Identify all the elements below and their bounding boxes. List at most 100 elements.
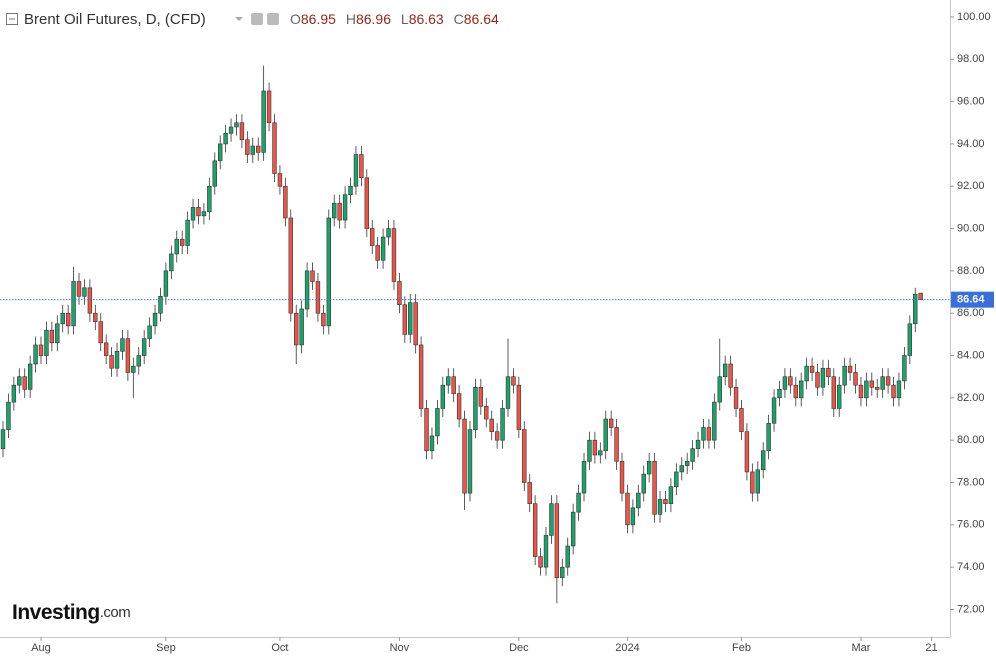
- candle-body: [695, 439, 701, 449]
- candle-body: [619, 461, 625, 494]
- candle-body: [809, 365, 815, 373]
- candle-body: [885, 376, 891, 386]
- close-value: 86.64: [464, 11, 499, 27]
- candle-body: [304, 270, 310, 310]
- chart-title: Brent Oil Futures, D, (CFD): [24, 11, 206, 28]
- x-tick-label: Oct: [271, 642, 288, 654]
- candle-body: [87, 287, 93, 314]
- candle-body: [141, 338, 147, 356]
- candle-body: [239, 122, 245, 140]
- candle-body: [820, 367, 826, 388]
- candle-body: [218, 143, 223, 162]
- candle-body: [342, 194, 348, 221]
- candle-body: [565, 545, 570, 568]
- candle-body: [429, 435, 435, 452]
- candle-body: [603, 418, 608, 452]
- candle-body: [315, 281, 321, 314]
- x-tick-label: Mar: [851, 642, 870, 654]
- candle-body: [478, 386, 484, 407]
- candle-body: [391, 228, 397, 282]
- candle-body: [402, 304, 408, 335]
- candle-body: [174, 238, 179, 255]
- candle-body: [918, 292, 923, 300]
- candle-body: [853, 372, 858, 386]
- candle-body: [299, 308, 304, 346]
- candle-body: [771, 397, 777, 424]
- candle-body: [348, 185, 353, 195]
- candle-body: [212, 160, 217, 187]
- candle-body: [386, 228, 391, 238]
- candle-body: [147, 325, 152, 339]
- candle-body: [722, 363, 728, 377]
- candle-body: [266, 90, 272, 124]
- y-tick-label: 94.00: [957, 138, 985, 150]
- candle-body: [706, 427, 712, 441]
- candle-body: [826, 367, 831, 377]
- candles: [0, 65, 923, 604]
- candle-body: [76, 281, 82, 297]
- candle-body: [782, 376, 788, 390]
- candle-body: [71, 281, 76, 327]
- settings-icon[interactable]: [267, 13, 279, 25]
- candle-body: [489, 418, 494, 433]
- candle-body: [326, 217, 331, 327]
- candle-body: [55, 323, 60, 344]
- x-tick-label: 2024: [615, 642, 639, 654]
- ohlc-legend: O86.95 H86.96 L86.63 C86.64: [290, 11, 499, 27]
- candle-body: [902, 355, 907, 382]
- low-letter: L: [401, 11, 409, 27]
- candle-body: [82, 287, 87, 297]
- candle-body: [196, 207, 201, 217]
- candle-body: [413, 302, 418, 346]
- candle-body: [668, 486, 674, 504]
- candle-body: [739, 408, 744, 433]
- low-value: 86.63: [409, 11, 444, 27]
- candle-body: [234, 122, 239, 128]
- open-value: 86.95: [301, 11, 336, 27]
- candle-body: [98, 321, 103, 344]
- candle-body: [875, 386, 880, 390]
- candle-body: [522, 429, 527, 483]
- y-tick-label: 80.00: [957, 434, 985, 446]
- candle-body: [418, 344, 424, 409]
- x-tick-label: Sep: [156, 642, 176, 654]
- candle-body: [760, 450, 766, 471]
- candle-body: [847, 365, 853, 373]
- y-tick-label: 72.00: [957, 603, 985, 615]
- candle-body: [500, 408, 505, 441]
- dropdown-icon[interactable]: [235, 17, 243, 21]
- candle-body: [554, 503, 560, 579]
- candle-body: [799, 380, 804, 399]
- y-tick-label: 96.00: [957, 95, 985, 107]
- candle-body: [684, 461, 690, 466]
- candle-body: [93, 312, 98, 322]
- candle-body: [467, 429, 473, 494]
- candle-body: [608, 418, 614, 428]
- candle-body: [353, 154, 359, 187]
- candle-body: [636, 492, 641, 509]
- candle-body: [728, 363, 733, 388]
- candle-body: [33, 344, 38, 365]
- y-tick-label: 90.00: [957, 222, 985, 234]
- candle-body: [462, 418, 467, 494]
- header: Brent Oil Futures, D, (CFD) O86.95 H86.9…: [6, 11, 499, 28]
- candle-body: [114, 351, 120, 369]
- y-tick-label: 84.00: [957, 349, 985, 361]
- candle-body: [674, 471, 679, 488]
- candle-body: [223, 133, 228, 145]
- candle-body: [733, 386, 739, 409]
- y-tick-label: 76.00: [957, 519, 985, 531]
- y-tick-label: 98.00: [957, 53, 985, 65]
- candle-body: [587, 439, 592, 462]
- candle-body: [570, 511, 576, 547]
- candle-body: [581, 461, 587, 494]
- eye-icon[interactable]: [251, 13, 263, 25]
- candle-body: [869, 380, 875, 388]
- y-tick-label: 86.00: [957, 307, 985, 319]
- candle-body: [744, 431, 750, 473]
- candle-body: [250, 145, 255, 155]
- candle-body: [646, 461, 652, 475]
